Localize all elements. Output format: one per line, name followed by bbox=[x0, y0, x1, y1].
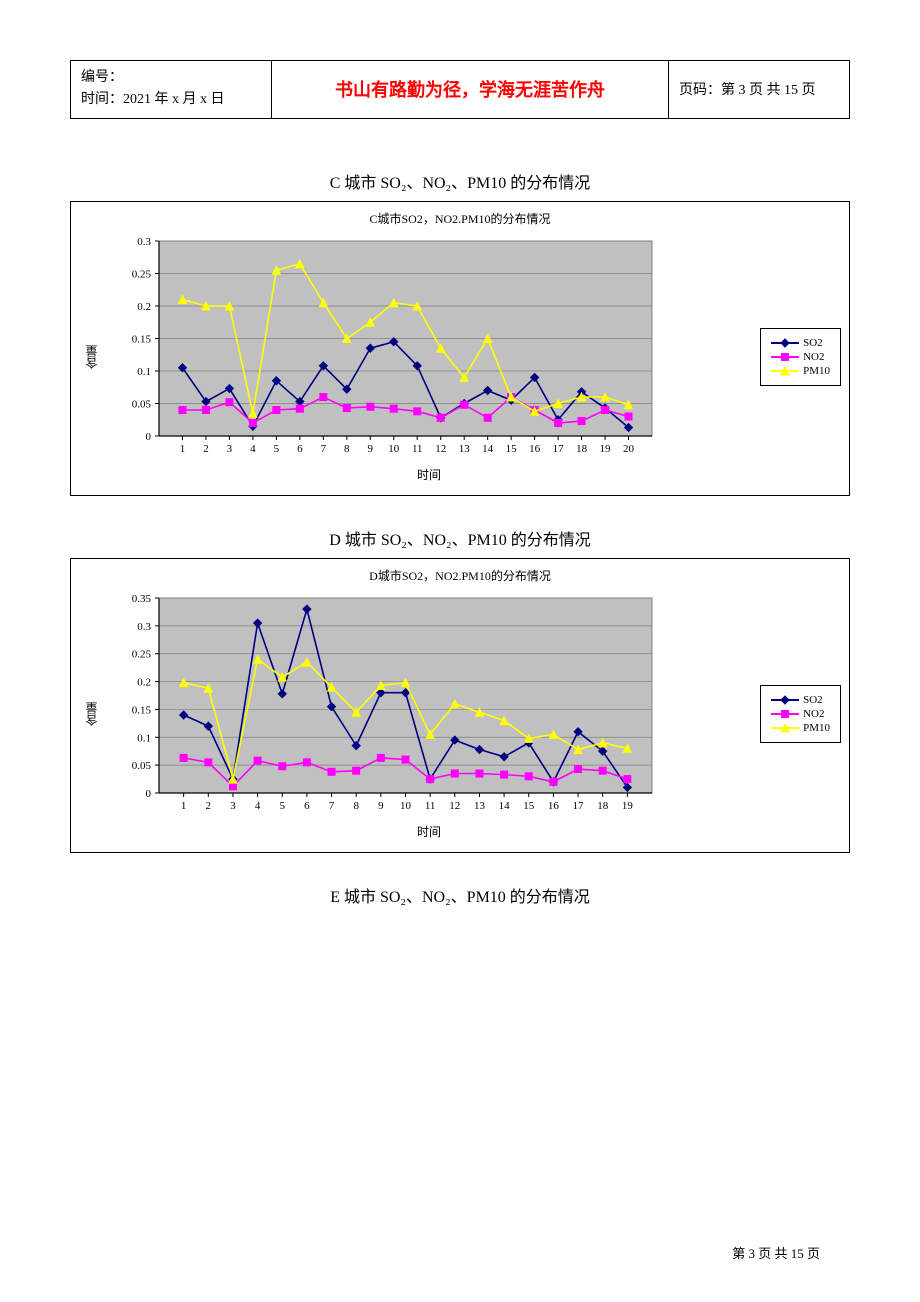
svg-text:0.1: 0.1 bbox=[137, 366, 151, 378]
chart-c-box: C城市SO2，NO2.PM10的分布情况 含量 0 0.05 0.1 0.15 0.2 0… bbox=[70, 201, 850, 496]
svg-text:14: 14 bbox=[482, 443, 494, 455]
legend-label: SO2 bbox=[803, 337, 823, 349]
svg-text:0.25: 0.25 bbox=[132, 648, 152, 660]
svg-text:10: 10 bbox=[388, 443, 400, 455]
svg-text:15: 15 bbox=[523, 800, 535, 812]
legend-label: NO2 bbox=[803, 708, 824, 720]
svg-text:0.25: 0.25 bbox=[132, 268, 152, 280]
svg-text:13: 13 bbox=[459, 443, 471, 455]
svg-text:11: 11 bbox=[425, 800, 436, 812]
legend-label: SO2 bbox=[803, 694, 823, 706]
svg-text:0.3: 0.3 bbox=[137, 621, 151, 633]
header-meta: 编号： 时间：2021 年 x 月 x 日 bbox=[71, 61, 272, 118]
svg-text:0: 0 bbox=[146, 788, 152, 800]
chart-c-title: C 城市 SO₂、NO₂、PM10 的分布情况 bbox=[70, 169, 850, 193]
svg-text:6: 6 bbox=[297, 443, 303, 455]
svg-text:0.35: 0.35 bbox=[132, 593, 152, 605]
chart-e-title: E 城市 SO₂、NO₂、PM10 的分布情况 bbox=[70, 883, 850, 907]
svg-text:17: 17 bbox=[553, 443, 565, 455]
svg-text:9: 9 bbox=[368, 443, 374, 455]
chart-d-box: D城市SO2，NO2.PM10的分布情况 含量 0 0.05 0.1 0.15 0.2 0… bbox=[70, 558, 850, 853]
svg-text:3: 3 bbox=[227, 443, 233, 455]
svg-text:19: 19 bbox=[622, 800, 634, 812]
svg-text:3: 3 bbox=[230, 800, 236, 812]
svg-text:7: 7 bbox=[329, 800, 335, 812]
svg-text:8: 8 bbox=[353, 800, 359, 812]
legend-item: SO2 bbox=[771, 694, 830, 706]
svg-text:5: 5 bbox=[280, 800, 286, 812]
legend-label: PM10 bbox=[803, 722, 830, 734]
svg-text:13: 13 bbox=[474, 800, 486, 812]
svg-text:0.15: 0.15 bbox=[132, 704, 152, 716]
svg-text:18: 18 bbox=[597, 800, 609, 812]
time-label: 时间：2021 年 x 月 x 日 bbox=[81, 89, 261, 111]
serial-label: 编号： bbox=[81, 67, 261, 89]
chart-d-plot: 00.050.10.150.20.250.30.3512345678910111… bbox=[104, 588, 754, 840]
svg-text:12: 12 bbox=[435, 443, 446, 455]
svg-text:19: 19 bbox=[600, 443, 612, 455]
svg-text:1: 1 bbox=[180, 443, 186, 455]
svg-text:11: 11 bbox=[412, 443, 423, 455]
chart-c-ylabel: 含量 bbox=[79, 345, 104, 369]
svg-text:7: 7 bbox=[321, 443, 327, 455]
svg-text:0.05: 0.05 bbox=[132, 398, 152, 410]
svg-text:4: 4 bbox=[250, 443, 256, 455]
svg-text:2: 2 bbox=[206, 800, 212, 812]
svg-text:20: 20 bbox=[623, 443, 635, 455]
svg-text:16: 16 bbox=[529, 443, 541, 455]
legend-item: NO2 bbox=[771, 351, 830, 363]
legend-item: PM10 bbox=[771, 365, 830, 377]
chart-c-xlabel: 时间 bbox=[104, 466, 754, 483]
svg-text:2: 2 bbox=[203, 443, 209, 455]
svg-text:5: 5 bbox=[274, 443, 280, 455]
chart-c-plot: 00.050.10.150.20.250.3123456789101112131… bbox=[104, 231, 754, 483]
chart-d-inner-title: D城市SO2，NO2.PM10的分布情况 bbox=[79, 567, 841, 584]
svg-text:0.3: 0.3 bbox=[137, 236, 151, 248]
chart-d-title: D 城市 SO₂、NO₂、PM10 的分布情况 bbox=[70, 526, 850, 550]
chart-c-inner-title: C城市SO2，NO2.PM10的分布情况 bbox=[79, 210, 841, 227]
chart-d-legend: SO2 NO2 PM10 bbox=[760, 685, 841, 743]
svg-text:16: 16 bbox=[548, 800, 560, 812]
chart-d-xlabel: 时间 bbox=[104, 823, 754, 840]
svg-text:0.1: 0.1 bbox=[137, 732, 151, 744]
svg-text:0.15: 0.15 bbox=[132, 333, 152, 345]
svg-text:10: 10 bbox=[400, 800, 412, 812]
svg-text:1: 1 bbox=[181, 800, 187, 812]
header-page: 页码：第 3 页 共 15 页 bbox=[669, 61, 849, 118]
legend-item: PM10 bbox=[771, 722, 830, 734]
svg-text:18: 18 bbox=[576, 443, 588, 455]
page-footer: 第 3 页 共 15 页 bbox=[732, 1243, 820, 1262]
svg-text:0.2: 0.2 bbox=[137, 676, 151, 688]
legend-item: SO2 bbox=[771, 337, 830, 349]
svg-text:17: 17 bbox=[573, 800, 585, 812]
svg-text:6: 6 bbox=[304, 800, 310, 812]
header-box: 编号： 时间：2021 年 x 月 x 日 书山有路勤为径，学海无涯苦作舟 页码… bbox=[70, 60, 850, 119]
legend-label: NO2 bbox=[803, 351, 824, 363]
svg-text:12: 12 bbox=[449, 800, 460, 812]
svg-text:4: 4 bbox=[255, 800, 261, 812]
svg-text:8: 8 bbox=[344, 443, 350, 455]
legend-item: NO2 bbox=[771, 708, 830, 720]
svg-text:9: 9 bbox=[378, 800, 384, 812]
svg-text:0: 0 bbox=[146, 431, 152, 443]
header-motto: 书山有路勤为径，学海无涯苦作舟 bbox=[272, 61, 669, 118]
legend-label: PM10 bbox=[803, 365, 830, 377]
chart-c-legend: SO2 NO2 PM10 bbox=[760, 328, 841, 386]
svg-text:0.05: 0.05 bbox=[132, 760, 152, 772]
svg-text:15: 15 bbox=[506, 443, 517, 455]
svg-text:14: 14 bbox=[499, 800, 511, 812]
chart-d-ylabel: 含量 bbox=[79, 702, 104, 726]
svg-text:0.2: 0.2 bbox=[137, 301, 151, 313]
